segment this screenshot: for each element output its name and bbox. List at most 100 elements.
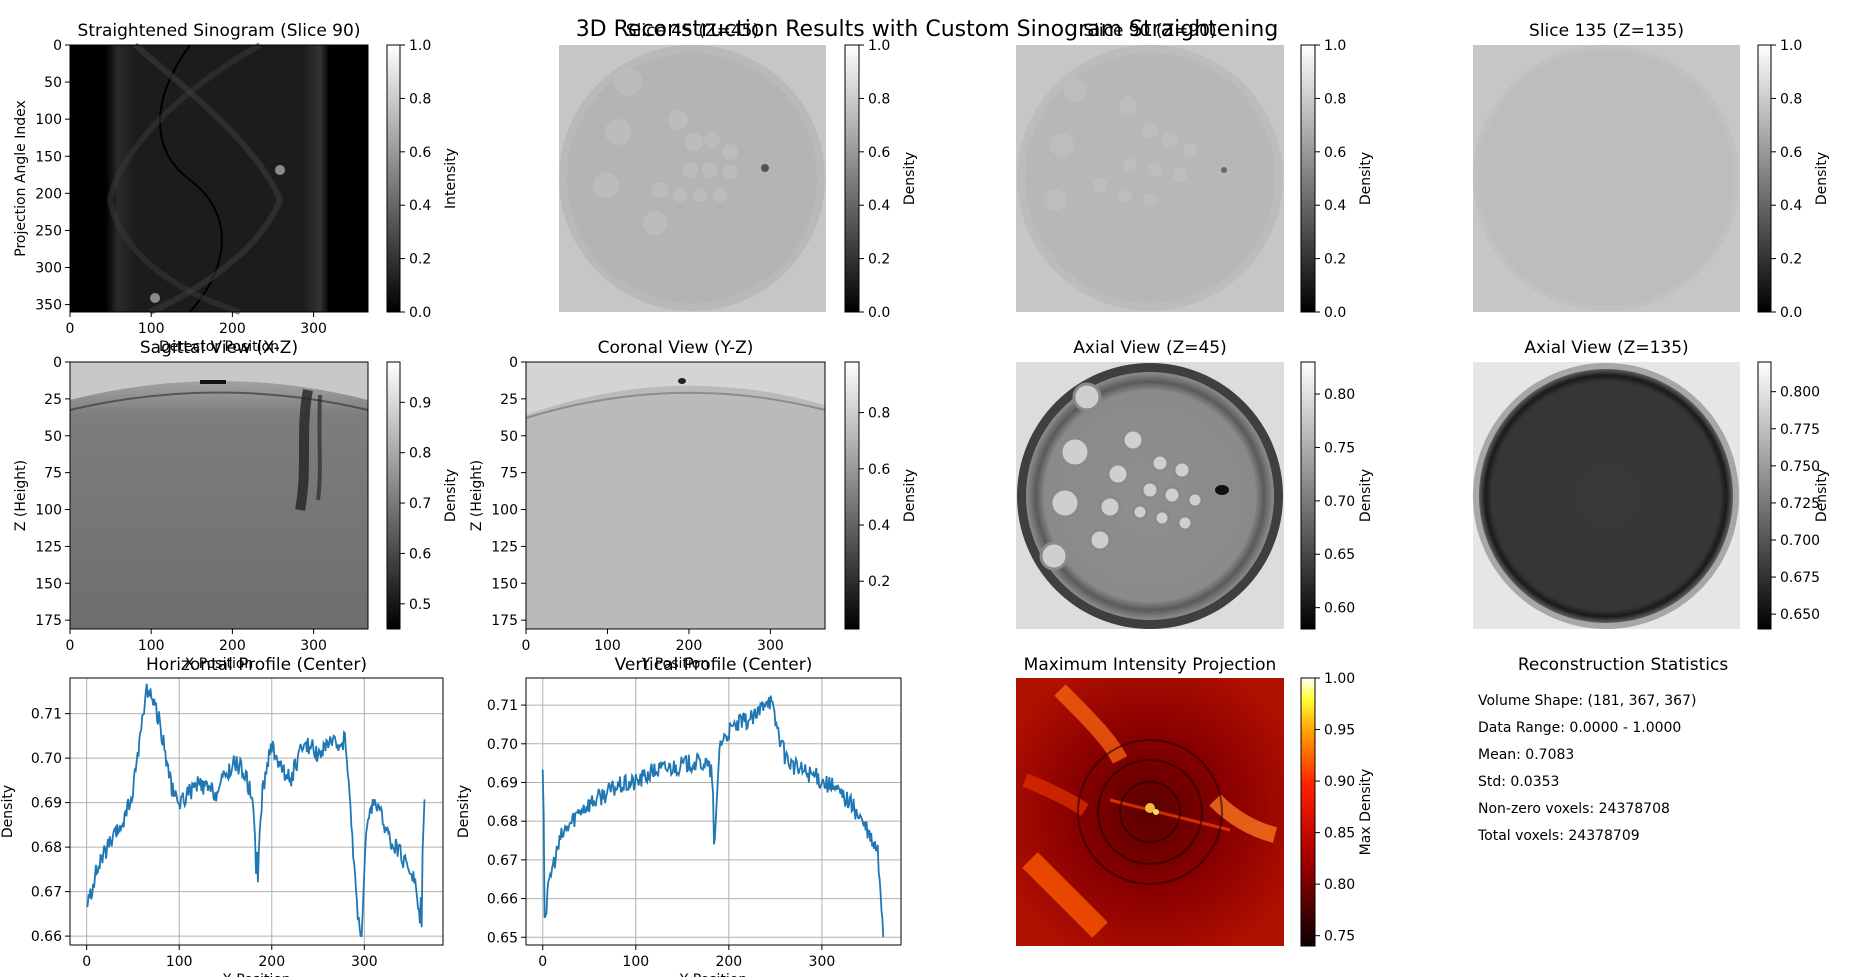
panel-sinogram xyxy=(69,42,369,315)
axes-frame xyxy=(525,677,902,946)
x-axis-label: X Position xyxy=(222,972,291,977)
y-tick-label: 0.69 xyxy=(31,796,62,812)
colorbar-tick-label: 0.4 xyxy=(868,518,890,534)
colorbar-tick-label: 0.775 xyxy=(1780,422,1820,438)
y-tick-label: 50 xyxy=(44,75,62,91)
stats-line: Mean: 0.7083 xyxy=(1478,747,1574,763)
colorbar-tick-label: 1.00 xyxy=(1324,671,1355,687)
x-tick-label: 300 xyxy=(757,638,784,654)
stats-line: Std: 0.0353 xyxy=(1478,774,1559,790)
colorbar-tick-label: 0.675 xyxy=(1780,570,1820,586)
colorbar-tick-label: 0.75 xyxy=(1324,929,1355,945)
colorbar-tick-label: 0.5 xyxy=(409,597,431,613)
y-tick-label: 75 xyxy=(44,466,62,482)
panel-slice-135 xyxy=(1473,45,1740,312)
y-tick-label: 100 xyxy=(35,503,62,519)
x-tick-label: 300 xyxy=(351,954,378,970)
colorbar-gradient xyxy=(1300,361,1316,630)
y-tick-label: 50 xyxy=(44,429,62,445)
colorbar-tick-label: 0.0 xyxy=(1324,305,1346,321)
y-axis-label: Z (Height) xyxy=(13,460,29,531)
y-tick-label: 50 xyxy=(500,429,518,445)
colorbar-tick-label: 0.6 xyxy=(409,546,431,562)
colorbar-tick-label: 0.8 xyxy=(409,91,431,107)
y-tick-label: 25 xyxy=(44,392,62,408)
colorbar-tick-label: 0.725 xyxy=(1780,496,1820,512)
axes-frame xyxy=(69,361,369,630)
panel-title-6: Axial View (Z=45) xyxy=(1073,338,1227,358)
y-tick-label: 150 xyxy=(35,149,62,165)
colorbar-label: Max Density xyxy=(1358,769,1374,856)
colorbar-5: 0.2 0.4 0.6 0.8 Density xyxy=(844,361,918,630)
panel-axial-135 xyxy=(1473,362,1740,629)
colorbar-10: 0.75 0.80 0.85 0.90 0.95 1.00 Max Density xyxy=(1300,671,1374,947)
y-tick-label: 0.71 xyxy=(487,698,518,714)
y-axis-label: Projection Angle Index xyxy=(13,100,29,257)
y-tick-label: 100 xyxy=(35,112,62,128)
colorbar-tick-label: 0.8 xyxy=(1780,91,1802,107)
panel-title-9: Vertical Profile (Center) xyxy=(615,655,813,675)
colorbar-tick-label: 0.75 xyxy=(1324,440,1355,456)
colorbar-tick-label: 0.6 xyxy=(409,145,431,161)
y-tick-label: 0.65 xyxy=(487,930,518,946)
axes-frame xyxy=(69,677,444,946)
y-tick-label: 250 xyxy=(35,223,62,239)
colorbar-tick-label: 0.6 xyxy=(868,145,890,161)
y-tick-label: 175 xyxy=(35,613,62,629)
colorbar-gradient xyxy=(1757,361,1772,630)
axes-0: 0 100 200 300 0 50 100 150 200 250 300 350 Detector … xyxy=(13,38,369,355)
colorbar-tick-label: 1.0 xyxy=(1780,38,1802,54)
colorbar-label: Density xyxy=(1358,152,1374,205)
stats-text: Volume Shape: (181, 367, 367) Data Range:… xyxy=(1477,693,1696,844)
axes-frame xyxy=(69,44,369,313)
colorbar-gradient xyxy=(1300,677,1316,947)
colorbar-tick-label: 0.0 xyxy=(1780,305,1802,321)
colorbar-label: Density xyxy=(902,152,918,205)
panel-title-0: Straightened Sinogram (Slice 90) xyxy=(78,21,361,41)
colorbar-gradient xyxy=(844,44,860,313)
colorbar-tick-label: 0.6 xyxy=(1324,145,1346,161)
colorbar-tick-label: 1.0 xyxy=(409,38,431,54)
x-axis-label: X Position xyxy=(185,656,254,672)
colorbar-tick-label: 0.4 xyxy=(409,198,431,214)
line-chart-9: 0 100 200 300 0.65 0.66 0.67 0.68 0.69 0.70 0.71 Y … xyxy=(456,677,902,977)
colorbar-tick-label: 0.2 xyxy=(868,252,890,268)
panel-title-7: Axial View (Z=135) xyxy=(1524,338,1688,358)
panel-title-10: Maximum Intensity Projection xyxy=(1024,655,1277,675)
x-tick-label: 300 xyxy=(809,954,836,970)
stats-line: Data Range: 0.0000 - 1.0000 xyxy=(1478,720,1681,736)
x-tick-label: 200 xyxy=(258,954,285,970)
x-tick-label: 300 xyxy=(300,321,327,337)
x-tick-label: 300 xyxy=(300,638,327,654)
x-tick-label: 200 xyxy=(219,321,246,337)
colorbar-gradient xyxy=(386,44,401,313)
y-tick-label: 0.70 xyxy=(487,737,518,753)
stats-line: Volume Shape: (181, 367, 367) xyxy=(1478,693,1696,709)
colorbar-tick-label: 0.2 xyxy=(1324,252,1346,268)
colorbar-tick-label: 0.0 xyxy=(409,305,431,321)
colorbar-tick-label: 0.60 xyxy=(1324,601,1355,617)
y-axis-label: Density xyxy=(456,785,472,838)
colorbar-label: Density xyxy=(902,469,918,522)
colorbar-4: 0.5 0.6 0.7 0.8 0.9 Density xyxy=(386,361,459,630)
y-tick-label: 0.67 xyxy=(487,853,518,869)
panel-title-3: Slice 135 (Z=135) xyxy=(1529,21,1684,41)
panel-mip xyxy=(1016,678,1284,946)
x-tick-label: 100 xyxy=(138,638,165,654)
colorbar-tick-label: 0.9 xyxy=(409,395,431,411)
colorbar-tick-label: 0.8 xyxy=(868,406,890,422)
colorbar-6: 0.60 0.65 0.70 0.75 0.80 Density xyxy=(1300,361,1374,630)
colorbar-label: Density xyxy=(1358,469,1374,522)
x-tick-label: 100 xyxy=(138,321,165,337)
colorbar-gradient xyxy=(844,361,860,630)
line-chart-8: 0 100 200 300 0.66 0.67 0.68 0.69 0.70 0.71 X Posi… xyxy=(0,677,444,977)
colorbar-0: 0.0 0.2 0.4 0.6 0.8 1.0 Intensity xyxy=(386,38,459,321)
y-tick-label: 0.71 xyxy=(31,707,62,723)
y-axis-label: Density xyxy=(0,785,16,838)
x-tick-label: 200 xyxy=(715,954,742,970)
colorbar-label: Density xyxy=(1814,469,1830,522)
panel-title-8: Horizontal Profile (Center) xyxy=(146,655,367,675)
panel-title-1: Slice 45 (Z=45) xyxy=(626,21,759,41)
y-tick-label: 125 xyxy=(491,539,518,555)
y-tick-label: 150 xyxy=(491,576,518,592)
